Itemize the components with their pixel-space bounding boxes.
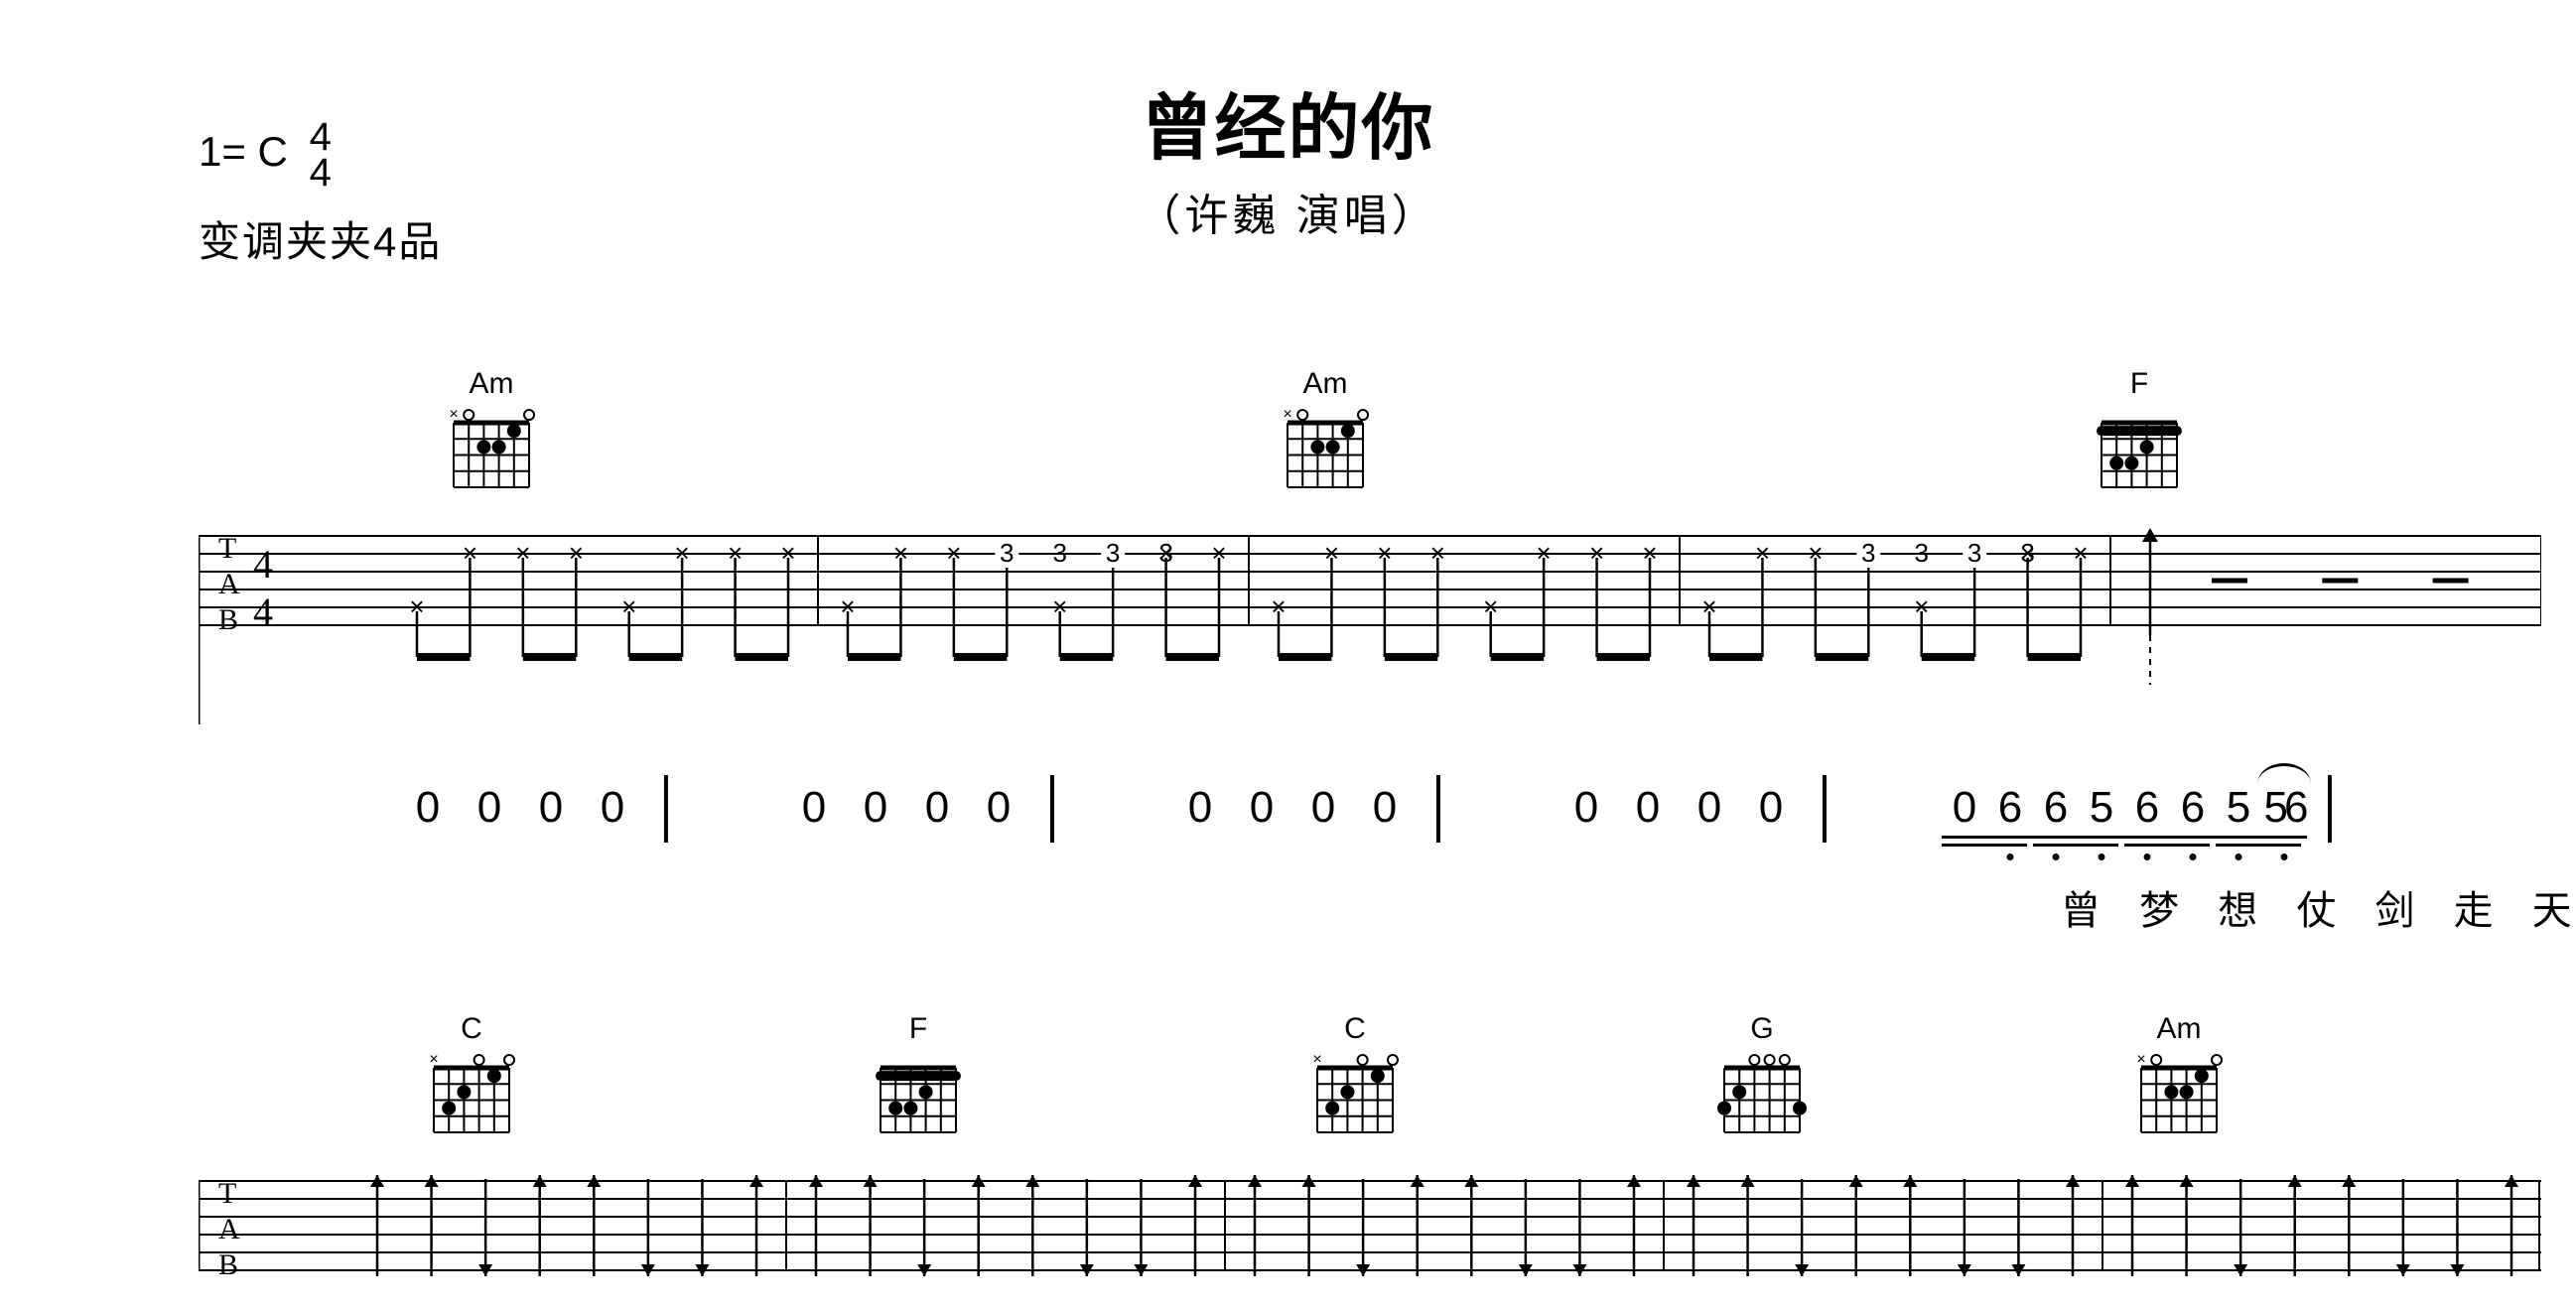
- jianpu-note: 5: [2079, 783, 2124, 833]
- svg-text:×: ×: [429, 1051, 438, 1068]
- song-title: 曾经的你: [1137, 69, 1438, 174]
- jianpu-note: 0: [1617, 783, 1679, 833]
- chord-diagram-c: C×: [1300, 1012, 1410, 1144]
- svg-text:×: ×: [1312, 1051, 1321, 1068]
- svg-text:3: 3: [2020, 538, 2034, 568]
- numbered-notation-row-1: 0000│0000│0000│0000│066566556│: [397, 774, 2358, 839]
- svg-text:×: ×: [1283, 406, 1291, 423]
- time-signature: 4 4: [310, 119, 332, 191]
- chord-name: C: [417, 1012, 526, 1046]
- svg-text:4: 4: [253, 590, 273, 634]
- tab-system-2: TAB: [199, 1171, 2377, 1310]
- chord-diagram-f: F: [2085, 367, 2194, 499]
- chord-name: Am: [437, 367, 546, 401]
- jianpu-note: 0: [968, 783, 1029, 833]
- lyrics-line-1: 曾 梦 想 仗 剑 走 天: [2061, 878, 2576, 936]
- jianpu-note: 0: [906, 783, 968, 833]
- jianpu-note: 0: [397, 783, 459, 833]
- svg-text:B: B: [218, 603, 238, 636]
- time-sig-den: 4: [310, 155, 332, 191]
- key-label: 1= C: [199, 128, 288, 175]
- jianpu-note: 6: [2170, 783, 2216, 833]
- svg-text:×: ×: [2136, 1051, 2145, 1068]
- chord-diagram-am: Am ×: [2124, 1012, 2234, 1144]
- svg-text:4: 4: [253, 542, 273, 587]
- jianpu-note: 56: [2261, 783, 2307, 833]
- jianpu-last-measure: 066566556: [1942, 783, 2307, 833]
- jianpu-note: 0: [1292, 783, 1354, 833]
- svg-text:B: B: [218, 1248, 238, 1281]
- jianpu-note: 0: [1679, 783, 1740, 833]
- chord-diagram-g: G: [1707, 1012, 1817, 1144]
- svg-text:3: 3: [1967, 538, 1981, 568]
- capo-label: 变调夹夹4品: [199, 208, 442, 269]
- jianpu-note: 0: [1740, 783, 1802, 833]
- jianpu-note: 0: [1942, 783, 1987, 833]
- jianpu-note: 0: [1169, 783, 1231, 833]
- jianpu-note: 5: [2216, 783, 2261, 833]
- time-sig-num: 4: [310, 119, 332, 155]
- chord-name: F: [864, 1012, 973, 1046]
- chord-diagram-c: C×: [417, 1012, 526, 1144]
- chord-name: C: [1300, 1012, 1410, 1046]
- chord-name: F: [2085, 367, 2194, 401]
- jianpu-note: 0: [783, 783, 845, 833]
- jianpu-note: 6: [2124, 783, 2170, 833]
- svg-text:×: ×: [449, 406, 458, 423]
- svg-text:T: T: [218, 1177, 236, 1210]
- jianpu-note: 0: [582, 783, 643, 833]
- meta-block: 1= C 4 4 变调夹夹4品: [199, 119, 442, 269]
- barline: │: [1424, 774, 1458, 839]
- title-block: 曾经的你 （许巍 演唱）: [1137, 69, 1438, 243]
- svg-text:3: 3: [1106, 538, 1120, 568]
- chord-name: Am: [1271, 367, 1380, 401]
- jianpu-note: 6: [2033, 783, 2079, 833]
- svg-text:3: 3: [1914, 538, 1928, 568]
- song-subtitle: （许巍 演唱）: [1137, 180, 1438, 243]
- tab-system-1: TAB44××××××××××××××××33××××××××××××××××3…: [199, 526, 2377, 724]
- jianpu-note: 0: [1231, 783, 1292, 833]
- chord-name: Am: [2124, 1012, 2234, 1046]
- chord-diagram-f: F: [864, 1012, 973, 1144]
- svg-text:A: A: [218, 1213, 240, 1245]
- svg-text:3: 3: [1000, 538, 1014, 568]
- jianpu-note: 6: [1987, 783, 2033, 833]
- svg-text:3: 3: [1052, 538, 1066, 568]
- chord-diagram-am: Am ×: [437, 367, 546, 499]
- jianpu-note: 0: [1556, 783, 1617, 833]
- chord-diagram-am: Am ×: [1271, 367, 1380, 499]
- jianpu-note: 0: [845, 783, 906, 833]
- barline: │: [651, 774, 686, 839]
- jianpu-note: 0: [1354, 783, 1416, 833]
- svg-text:T: T: [218, 532, 236, 565]
- chord-name: G: [1707, 1012, 1817, 1046]
- barline: │: [1037, 774, 1072, 839]
- jianpu-note: 0: [459, 783, 520, 833]
- jianpu-note: 0: [520, 783, 582, 833]
- svg-text:A: A: [218, 568, 240, 600]
- barline: │: [1810, 774, 1844, 839]
- svg-text:3: 3: [1861, 538, 1875, 568]
- svg-text:3: 3: [1158, 538, 1172, 568]
